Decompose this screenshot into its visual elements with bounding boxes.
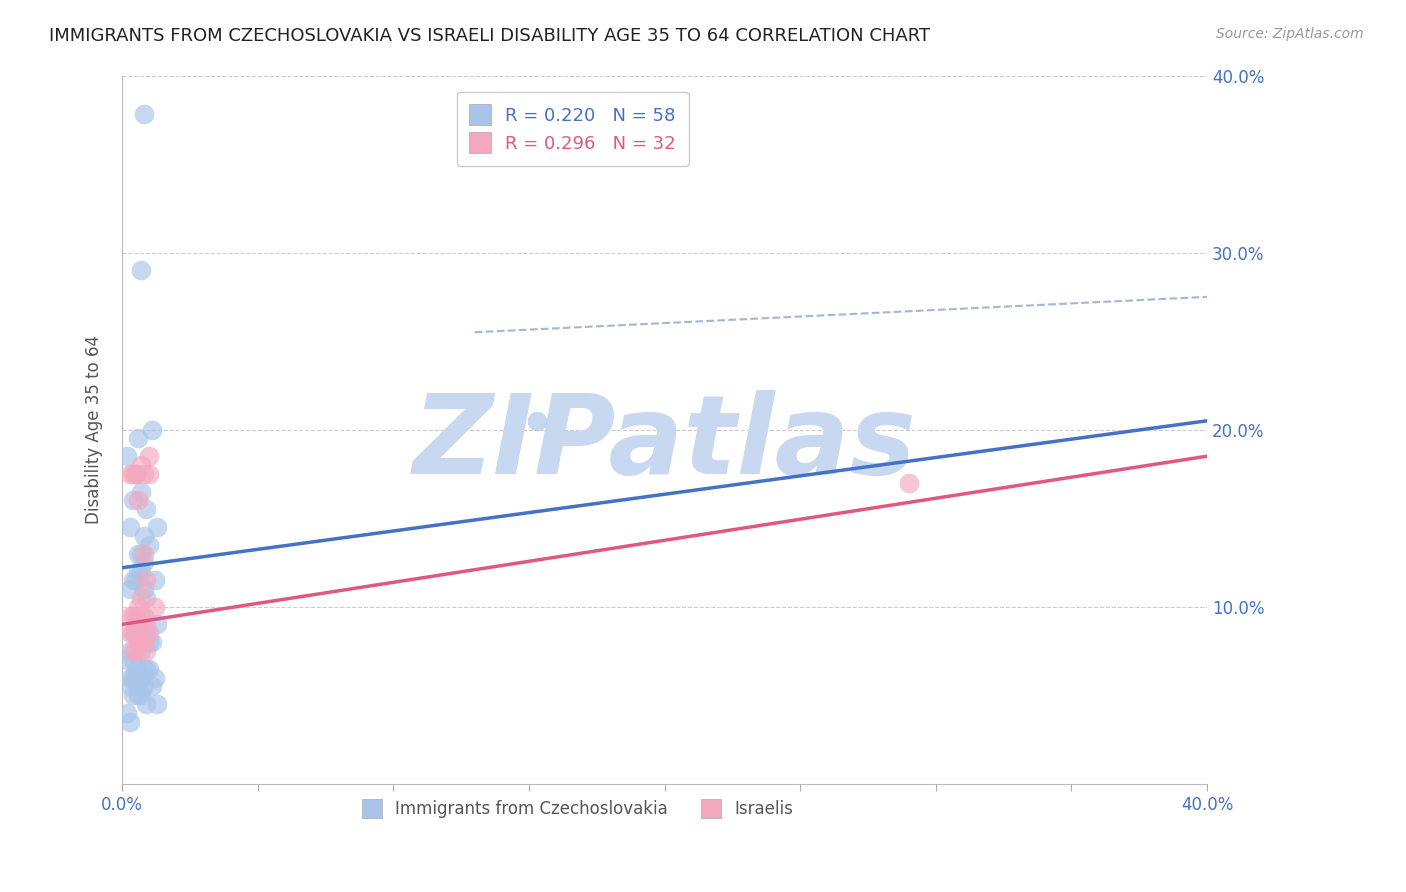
Point: [138, 635, 160, 649]
Point: [138, 626, 160, 640]
Point: [127, 617, 149, 632]
Point: [138, 538, 160, 552]
Point: [129, 671, 152, 685]
Text: IMMIGRANTS FROM CZECHOSLOVAKIA VS ISRAELI DISABILITY AGE 35 TO 64 CORRELATION CH: IMMIGRANTS FROM CZECHOSLOVAKIA VS ISRAEL…: [49, 27, 931, 45]
Point: [143, 573, 166, 587]
Point: [127, 679, 149, 693]
Point: [132, 107, 155, 121]
Point: [129, 547, 152, 561]
Point: [124, 608, 146, 623]
Point: [124, 626, 146, 640]
Point: [129, 591, 152, 605]
Point: [129, 688, 152, 702]
Legend: Immigrants from Czechoslovakia, Israelis: Immigrants from Czechoslovakia, Israelis: [356, 792, 800, 825]
Point: [122, 626, 145, 640]
Point: [127, 599, 149, 614]
Point: [120, 671, 142, 685]
Point: [124, 573, 146, 587]
Point: [122, 467, 145, 481]
Point: [127, 626, 149, 640]
Point: [120, 626, 142, 640]
Point: [122, 671, 145, 685]
Point: [135, 697, 157, 711]
Point: [120, 520, 142, 534]
Point: [122, 573, 145, 587]
Point: [120, 679, 142, 693]
Point: [117, 449, 139, 463]
Point: [129, 263, 152, 277]
Point: [122, 626, 145, 640]
Point: [132, 608, 155, 623]
Point: [124, 626, 146, 640]
Point: [117, 706, 139, 720]
Point: [129, 644, 152, 658]
Point: [132, 529, 155, 543]
Point: [129, 484, 152, 499]
Point: [122, 493, 145, 508]
Point: [132, 679, 155, 693]
Point: [127, 688, 149, 702]
Point: [127, 547, 149, 561]
Point: [129, 635, 152, 649]
Point: [135, 573, 157, 587]
Point: [122, 644, 145, 658]
Point: [143, 671, 166, 685]
Point: [135, 617, 157, 632]
Point: [120, 608, 142, 623]
Point: [132, 662, 155, 676]
Point: [138, 467, 160, 481]
Point: [146, 617, 169, 632]
Point: [117, 653, 139, 667]
Point: [141, 635, 163, 649]
Point: [526, 414, 548, 428]
Point: [127, 432, 149, 446]
Point: [135, 644, 157, 658]
Point: [129, 608, 152, 623]
Point: [120, 714, 142, 729]
Point: [127, 635, 149, 649]
Point: [135, 591, 157, 605]
Text: Source: ZipAtlas.com: Source: ZipAtlas.com: [1216, 27, 1364, 41]
Point: [138, 449, 160, 463]
Point: [132, 582, 155, 596]
Point: [143, 599, 166, 614]
Point: [124, 644, 146, 658]
Point: [124, 671, 146, 685]
Point: [132, 635, 155, 649]
Point: [127, 564, 149, 578]
Point: [122, 653, 145, 667]
Point: [120, 467, 142, 481]
Y-axis label: Disability Age 35 to 64: Disability Age 35 to 64: [86, 335, 103, 524]
Point: [132, 467, 155, 481]
Point: [132, 556, 155, 570]
Text: ZIPatlas: ZIPatlas: [413, 391, 917, 498]
Point: [146, 697, 169, 711]
Point: [124, 662, 146, 676]
Point: [120, 582, 142, 596]
Point: [146, 520, 169, 534]
Point: [141, 423, 163, 437]
Point: [122, 608, 145, 623]
Point: [127, 617, 149, 632]
Point: [120, 644, 142, 658]
Point: [141, 679, 163, 693]
Point: [897, 475, 920, 490]
Point: [127, 493, 149, 508]
Point: [127, 617, 149, 632]
Point: [135, 662, 157, 676]
Point: [135, 626, 157, 640]
Point: [138, 662, 160, 676]
Point: [129, 564, 152, 578]
Point: [122, 688, 145, 702]
Point: [127, 671, 149, 685]
Point: [129, 458, 152, 472]
Point: [124, 467, 146, 481]
Point: [124, 467, 146, 481]
Point: [135, 502, 157, 516]
Point: [132, 547, 155, 561]
